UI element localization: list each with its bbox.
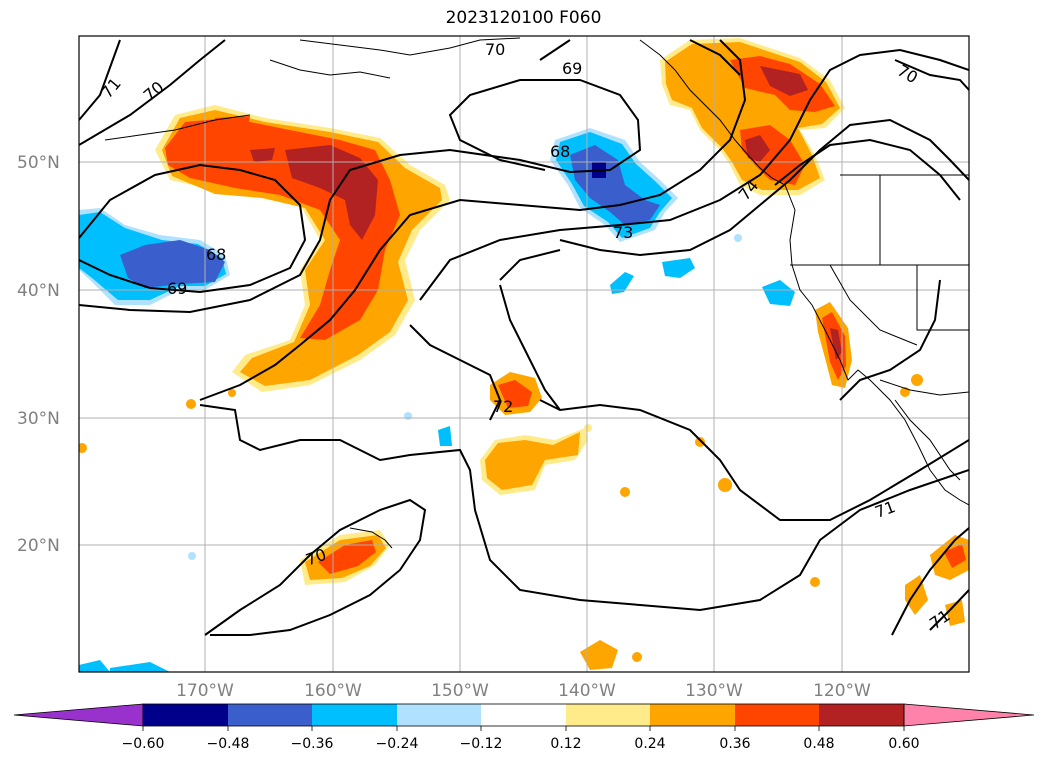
map-plot-area: 70 71 70 69 68 73 74 70 68 69 72 71 70 7… bbox=[79, 36, 969, 672]
colorbar-tick: 0.12 bbox=[550, 736, 581, 752]
colorbar-bin bbox=[397, 704, 481, 726]
contour-label: 68 bbox=[206, 245, 226, 264]
colorbar: −0.60 −0.48 −0.36 −0.24 −0.12 0.12 0.24 … bbox=[13, 703, 1035, 752]
lon-label: 120°W bbox=[813, 681, 871, 701]
colorbar-tick: 0.24 bbox=[634, 736, 665, 752]
lat-label: 30°N bbox=[17, 409, 60, 429]
colorbar-bin bbox=[312, 704, 397, 726]
map-frame bbox=[78, 35, 970, 673]
lat-label: 20°N bbox=[17, 536, 60, 556]
contour-label: 69 bbox=[167, 279, 187, 298]
colorbar-bin bbox=[819, 704, 904, 726]
lon-label: 130°W bbox=[685, 681, 743, 701]
contour-label: 73 bbox=[613, 223, 633, 242]
map-title: 2023120100 F060 bbox=[445, 8, 602, 28]
colorbar-extend-min bbox=[13, 703, 144, 727]
colorbar-bin bbox=[143, 704, 228, 726]
lat-label: 50°N bbox=[17, 153, 60, 173]
colorbar-tick: 0.60 bbox=[888, 736, 919, 752]
longitude-labels: 170°W 160°W 150°W 140°W 130°W 120°W bbox=[176, 681, 871, 701]
lat-label: 40°N bbox=[17, 281, 60, 301]
contour-label: 68 bbox=[550, 142, 570, 161]
colorbar-bin bbox=[481, 704, 566, 726]
colorbar-extend-max bbox=[903, 703, 1035, 727]
anomaly-fill-layer bbox=[79, 38, 969, 672]
lon-label: 170°W bbox=[176, 681, 234, 701]
colorbar-tick: 0.36 bbox=[719, 736, 750, 752]
colorbar-tick: −0.36 bbox=[291, 736, 334, 752]
contour-lines bbox=[79, 39, 969, 636]
colorbar-frame bbox=[142, 703, 905, 727]
colorbar-tick: −0.24 bbox=[376, 736, 419, 752]
latitude-labels: 50°N 40°N 30°N 20°N bbox=[17, 153, 60, 556]
colorbar-bin bbox=[650, 704, 735, 726]
colorbar-bin bbox=[566, 704, 650, 726]
colorbar-tick: −0.48 bbox=[207, 736, 250, 752]
contour-label: 72 bbox=[493, 397, 513, 416]
colorbar-tick: −0.60 bbox=[122, 736, 165, 752]
lon-label: 160°W bbox=[304, 681, 362, 701]
lon-label: 150°W bbox=[431, 681, 489, 701]
colorbar-tick: 0.48 bbox=[803, 736, 834, 752]
lon-label: 140°W bbox=[558, 681, 616, 701]
contour-label: 69 bbox=[562, 59, 582, 78]
graticule bbox=[79, 36, 969, 672]
colorbar-tick: −0.12 bbox=[460, 736, 503, 752]
colorbar-bin bbox=[228, 704, 312, 726]
colorbar-bin bbox=[735, 704, 819, 726]
contour-label: 70 bbox=[485, 40, 505, 59]
coastlines bbox=[104, 37, 969, 549]
